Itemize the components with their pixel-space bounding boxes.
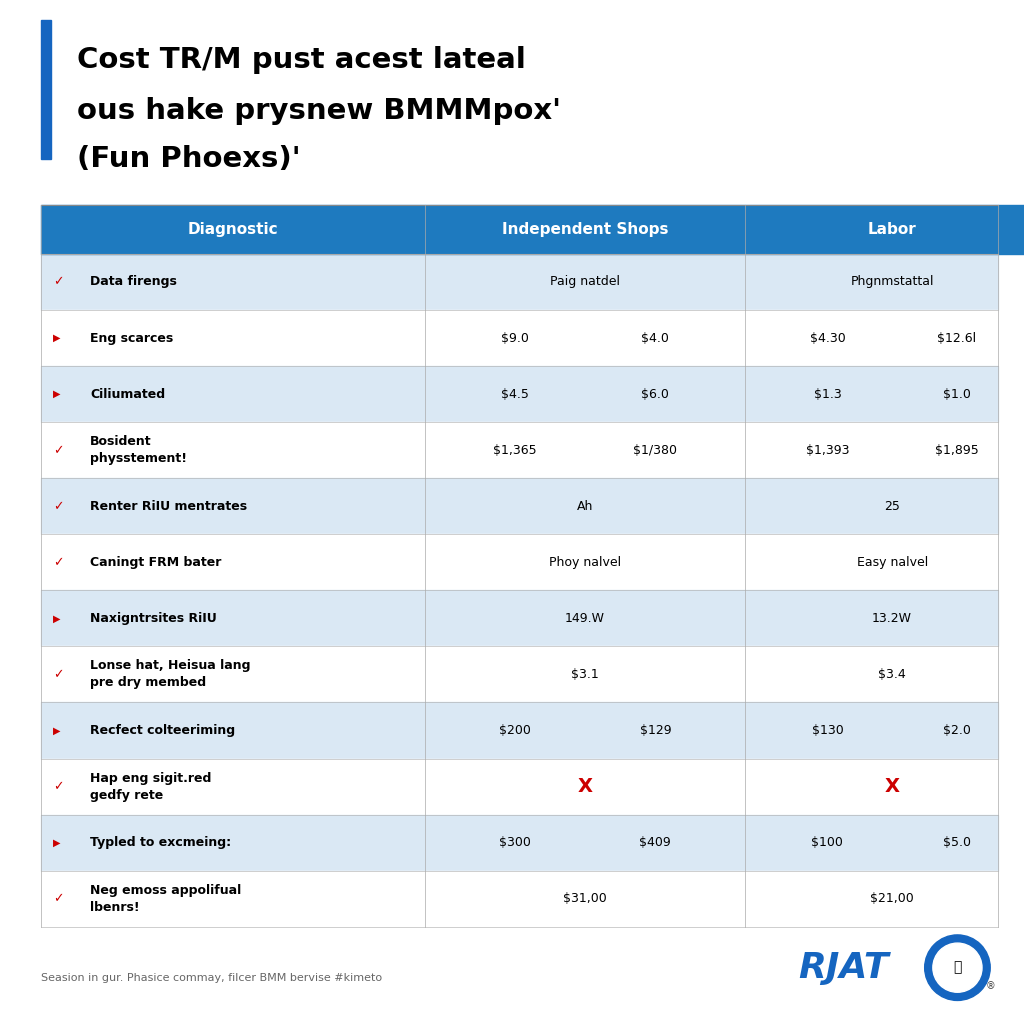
Text: $21,00: $21,00 xyxy=(870,892,914,905)
Text: X: X xyxy=(885,777,900,796)
Text: ✓: ✓ xyxy=(53,275,63,289)
Text: $1.3: $1.3 xyxy=(813,388,842,400)
Text: $1,895: $1,895 xyxy=(935,443,979,457)
Text: $3.4: $3.4 xyxy=(879,668,906,681)
Text: ®: ® xyxy=(986,981,996,991)
Text: $300: $300 xyxy=(499,837,530,849)
Text: Independent Shops: Independent Shops xyxy=(502,222,669,237)
Bar xyxy=(745,205,1024,254)
Text: ✓: ✓ xyxy=(53,892,63,905)
Bar xyxy=(41,422,998,478)
Text: Cost TR/M pust acest lateal: Cost TR/M pust acest lateal xyxy=(77,46,525,74)
Text: 149.W: 149.W xyxy=(565,612,605,625)
Text: Paig natdel: Paig natdel xyxy=(550,275,620,289)
Text: 🦅: 🦅 xyxy=(953,961,962,975)
Text: Recfect colteeriming: Recfect colteeriming xyxy=(90,724,236,737)
Text: $1,365: $1,365 xyxy=(493,443,537,457)
Text: $31,00: $31,00 xyxy=(563,892,607,905)
Text: Lonse hat, Heisua lang
pre dry membed: Lonse hat, Heisua lang pre dry membed xyxy=(90,659,251,689)
Bar xyxy=(41,815,998,870)
Bar xyxy=(41,310,998,367)
Text: Diagnostic: Diagnostic xyxy=(187,222,279,237)
Text: ▶: ▶ xyxy=(53,389,60,399)
Bar xyxy=(41,254,998,310)
Text: $6.0: $6.0 xyxy=(641,388,670,400)
Text: ✓: ✓ xyxy=(53,500,63,513)
Text: Typled to excmeing:: Typled to excmeing: xyxy=(90,837,231,849)
Text: Caningt FRM bater: Caningt FRM bater xyxy=(90,556,221,568)
Bar xyxy=(41,205,425,254)
Text: $100: $100 xyxy=(811,837,844,849)
Bar xyxy=(41,590,998,646)
Bar xyxy=(41,759,998,815)
Bar xyxy=(41,702,998,759)
Bar xyxy=(41,20,51,159)
Text: Phoy nalvel: Phoy nalvel xyxy=(549,556,621,568)
Text: $409: $409 xyxy=(639,837,672,849)
Text: Ah: Ah xyxy=(577,500,593,513)
Text: X: X xyxy=(578,777,593,796)
Text: ✓: ✓ xyxy=(53,556,63,568)
Text: $4.5: $4.5 xyxy=(501,388,528,400)
Text: $1/380: $1/380 xyxy=(634,443,677,457)
Text: $2.0: $2.0 xyxy=(943,724,971,737)
Text: (Fun Phoexs)': (Fun Phoexs)' xyxy=(77,145,300,173)
Text: ✓: ✓ xyxy=(53,668,63,681)
Text: Phgnmstattal: Phgnmstattal xyxy=(850,275,934,289)
Text: ▶: ▶ xyxy=(53,333,60,343)
Text: ✓: ✓ xyxy=(53,780,63,793)
Bar xyxy=(41,367,998,422)
Text: RJAT: RJAT xyxy=(799,950,889,985)
Text: ✓: ✓ xyxy=(53,443,63,457)
Text: $1,393: $1,393 xyxy=(806,443,849,457)
Text: ▶: ▶ xyxy=(53,838,60,848)
Text: Ciliumated: Ciliumated xyxy=(90,388,165,400)
Text: $12.6l: $12.6l xyxy=(937,332,977,344)
Text: Hap eng sigit.red
gedfy rete: Hap eng sigit.red gedfy rete xyxy=(90,771,212,802)
Text: $4.0: $4.0 xyxy=(641,332,670,344)
Text: ▶: ▶ xyxy=(53,725,60,735)
Text: ▶: ▶ xyxy=(53,613,60,624)
Text: Seasion in gur. Phasice commay, filcer BMM bervise #kimeto: Seasion in gur. Phasice commay, filcer B… xyxy=(41,973,382,983)
Text: $1.0: $1.0 xyxy=(943,388,971,400)
Bar xyxy=(41,478,998,535)
Text: $129: $129 xyxy=(640,724,671,737)
Text: ous hake prysnew BMMMpox': ous hake prysnew BMMMpox' xyxy=(77,97,561,125)
Bar xyxy=(41,646,998,702)
Text: Data firengs: Data firengs xyxy=(90,275,177,289)
Text: 13.2W: 13.2W xyxy=(872,612,912,625)
Text: $3.1: $3.1 xyxy=(571,668,599,681)
Text: 25: 25 xyxy=(884,500,900,513)
Text: Labor: Labor xyxy=(867,222,916,237)
Circle shape xyxy=(925,935,990,1000)
Text: Bosident
physstement!: Bosident physstement! xyxy=(90,435,187,465)
Text: Naxigntrsites RiIU: Naxigntrsites RiIU xyxy=(90,612,217,625)
Text: $200: $200 xyxy=(499,724,530,737)
Text: Renter RiIU mentrates: Renter RiIU mentrates xyxy=(90,500,247,513)
Text: Easy nalvel: Easy nalvel xyxy=(856,556,928,568)
Bar xyxy=(41,870,998,927)
Text: $4.30: $4.30 xyxy=(810,332,845,344)
Bar xyxy=(41,535,998,590)
Circle shape xyxy=(933,943,982,992)
Text: $9.0: $9.0 xyxy=(501,332,528,344)
Text: $5.0: $5.0 xyxy=(943,837,971,849)
Text: Neg emoss appolifual
lbenrs!: Neg emoss appolifual lbenrs! xyxy=(90,884,242,913)
Text: $130: $130 xyxy=(811,724,844,737)
Text: Eng scarces: Eng scarces xyxy=(90,332,173,344)
Bar xyxy=(425,205,745,254)
